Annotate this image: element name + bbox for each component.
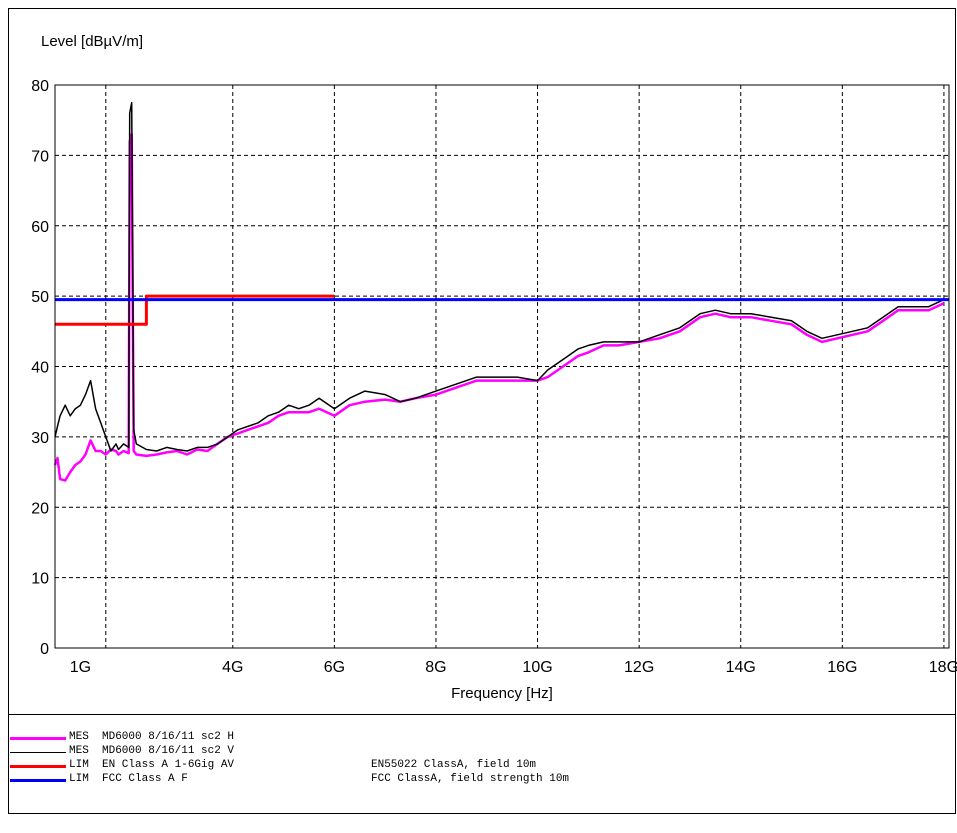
legend-divider [8, 714, 956, 715]
x-tick-label: 10G [522, 659, 552, 676]
plot-border [54, 84, 950, 649]
series-line-mes-h [53, 133, 945, 482]
y-tick-label: 20 [31, 500, 49, 517]
x-tick-label: 1G [70, 659, 91, 676]
x-tick-label: 4G [222, 659, 243, 676]
legend-label-mes-h: MES MD6000 8/16/11 sc2 H [69, 731, 235, 743]
y-axis-title: Level [dBµV/m] [41, 33, 143, 50]
legend-item-lim-en: LIM EN Class A 1-6Gig AV EN55022 ClassA,… [10, 759, 536, 773]
y-tick-label: 80 [31, 78, 49, 95]
legend-desc-lim-fcc: FCC ClassA, field strength 10m [371, 773, 570, 785]
legend-label-lim-fcc: LIM FCC Class A F [69, 773, 188, 785]
y-tick-label: 30 [31, 430, 49, 447]
legend-item-mes-h: MES MD6000 8/16/11 sc2 H [10, 731, 234, 745]
series-line-mes-v [54, 101, 945, 452]
legend-swatch-mes-v [10, 752, 66, 753]
x-tick-label: 14G [726, 659, 756, 676]
y-tick-label: 70 [31, 148, 49, 165]
legend-item-lim-fcc: LIM FCC Class A F FCC ClassA, field stre… [10, 773, 569, 787]
y-tick-label: 50 [31, 289, 49, 306]
legend-label-lim-en: LIM EN Class A 1-6Gig AV [69, 759, 235, 771]
x-axis-title: Frequency [Hz] [451, 685, 553, 702]
x-tick-label: 6G [324, 659, 345, 676]
series-line-lim-en [55, 294, 335, 326]
legend-swatch-mes-h [10, 737, 66, 740]
legend-desc-lim-en: EN55022 ClassA, field 10m [371, 759, 537, 771]
x-tick-label: 18G [929, 659, 957, 676]
legend-swatch-lim-fcc [10, 779, 66, 782]
legend-label-mes-v: MES MD6000 8/16/11 sc2 V [69, 745, 235, 757]
y-tick-label: 0 [40, 641, 49, 658]
x-tick-label: 16G [827, 659, 857, 676]
y-tick-label: 40 [31, 360, 49, 377]
y-tick-label: 10 [31, 571, 49, 588]
legend-swatch-lim-en [10, 765, 66, 768]
y-tick-label: 60 [31, 219, 49, 236]
legend-item-mes-v: MES MD6000 8/16/11 sc2 V [10, 745, 234, 759]
x-tick-label: 8G [425, 659, 446, 676]
x-tick-label: 12G [624, 659, 654, 676]
